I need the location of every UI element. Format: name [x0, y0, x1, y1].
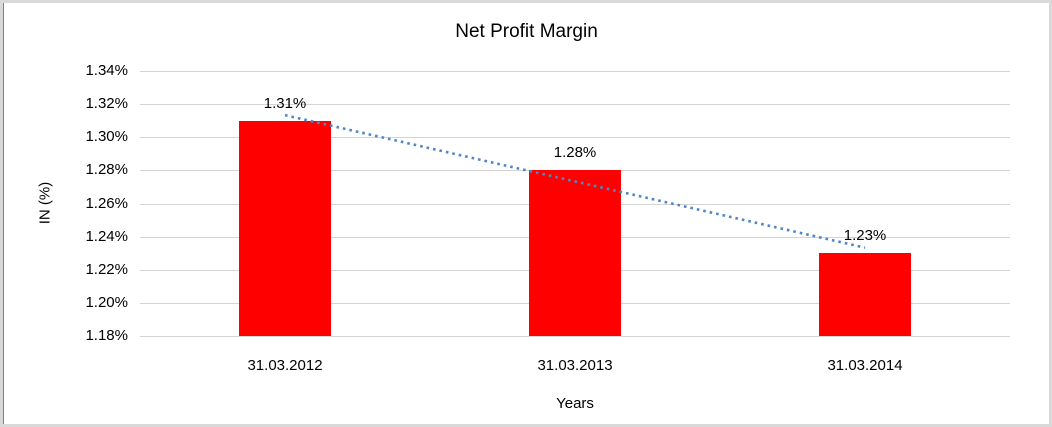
gridline [140, 71, 1010, 72]
chart-title: Net Profit Margin [455, 21, 598, 42]
plot-area: 1.31% 1.28% 1.23% [140, 71, 1010, 337]
x-axis-title: Years [556, 395, 594, 412]
y-tick-label: 1.20% [85, 294, 128, 311]
x-tick-label: 31.03.2012 [247, 357, 323, 374]
x-tick-label: 31.03.2014 [827, 357, 903, 374]
trendline [284, 113, 866, 249]
bar-data-label: 1.31% [263, 95, 307, 112]
bar-data-label: 1.28% [553, 144, 597, 161]
chart-canvas: Net Profit Margin IN (%) 1.31% 1.28% 1.23%… [3, 3, 1049, 424]
gridline [140, 137, 1010, 138]
bar [529, 170, 621, 336]
y-tick-label: 1.18% [85, 327, 128, 344]
bar-data-label: 1.23% [843, 227, 887, 244]
y-tick-label: 1.28% [85, 161, 128, 178]
gridline [140, 104, 1010, 105]
y-tick-label: 1.34% [85, 62, 128, 79]
y-tick-label: 1.24% [85, 228, 128, 245]
bar [239, 121, 331, 336]
bar [819, 253, 911, 336]
y-tick-label: 1.32% [85, 95, 128, 112]
trendline-segment [284, 113, 866, 249]
y-tick-label: 1.22% [85, 261, 128, 278]
gridline [140, 336, 1010, 337]
x-tick-label: 31.03.2013 [537, 357, 613, 374]
y-tick-label: 1.26% [85, 195, 128, 212]
y-tick-label: 1.30% [85, 128, 128, 145]
